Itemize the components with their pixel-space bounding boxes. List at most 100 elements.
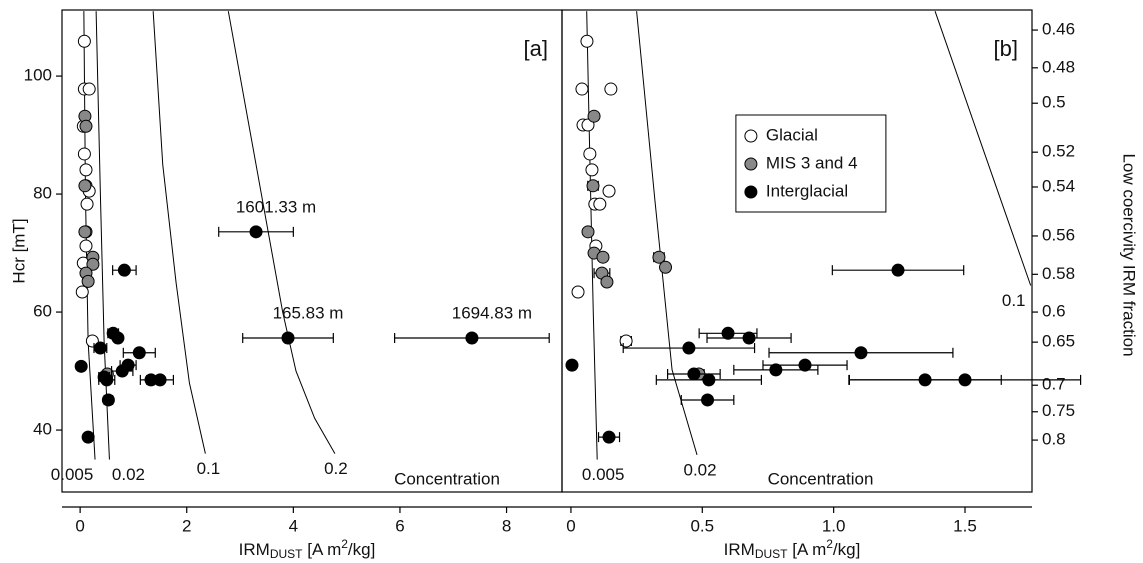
data-point — [596, 250, 610, 264]
legend-marker — [744, 129, 758, 143]
data-point — [81, 274, 95, 288]
y-tick-label: 60 — [33, 302, 52, 321]
data-point — [581, 225, 595, 239]
data-point — [701, 393, 715, 407]
data-point — [79, 163, 93, 177]
y-tick-label: 40 — [33, 420, 52, 439]
curve-label: 0.005 — [51, 465, 94, 484]
data-point — [721, 326, 735, 340]
data-point — [101, 393, 115, 407]
concentration-curve — [152, 11, 206, 454]
data-point — [78, 179, 92, 193]
y2-tick-label: 0.52 — [1042, 142, 1075, 161]
data-point — [78, 225, 92, 239]
y-tick-label: 100 — [24, 66, 52, 85]
y2-tick-label: 0.75 — [1042, 401, 1075, 420]
data-point — [958, 373, 972, 387]
x-label-sup: 2 — [826, 537, 833, 551]
data-point — [583, 147, 597, 161]
x-label-main: IRM — [724, 540, 755, 559]
data-point — [602, 430, 616, 444]
y2-tick-label: 0.6 — [1042, 302, 1066, 321]
x-label-unit-end: /kg] — [833, 540, 860, 559]
concentration-curve — [586, 11, 598, 460]
data-point — [742, 331, 756, 345]
data-point — [82, 82, 96, 96]
x-tick-label: 0 — [75, 516, 84, 535]
data-point — [153, 373, 167, 387]
data-point — [854, 346, 868, 360]
data-point — [652, 250, 666, 264]
x-tick-label: 0 — [566, 516, 575, 535]
point-label: 1694.83 m — [452, 304, 532, 323]
concentration-curve — [934, 11, 1032, 286]
data-point — [80, 197, 94, 211]
data-point — [132, 346, 146, 360]
y2-tick-label: 0.48 — [1042, 57, 1075, 76]
x-tick-label: 1.0 — [822, 516, 846, 535]
data-point — [593, 197, 607, 211]
data-point — [769, 363, 783, 377]
x-tick-label: 8 — [502, 516, 511, 535]
data-point — [249, 225, 263, 239]
data-point — [600, 275, 614, 289]
concentration-curve — [95, 11, 110, 460]
data-point — [798, 358, 812, 372]
data-point — [77, 34, 91, 48]
x-label-unit-end: /kg] — [348, 540, 375, 559]
x-tick-label: 4 — [289, 516, 298, 535]
data-point — [281, 331, 295, 345]
y2-axis-label: Low coercivity IRM fraction — [1120, 153, 1139, 356]
panel-label: [a] — [524, 36, 548, 61]
y2-tick-label: 0.58 — [1042, 264, 1075, 283]
legend-label: Glacial — [766, 125, 818, 144]
y2-tick-label: 0.56 — [1042, 225, 1075, 244]
x-label-main: IRM — [239, 540, 270, 559]
data-point — [565, 358, 579, 372]
data-point — [86, 257, 100, 271]
data-point — [81, 430, 95, 444]
data-point — [586, 179, 600, 193]
x-tick-label: 2 — [182, 516, 191, 535]
legend-marker — [744, 157, 758, 171]
data-point — [659, 260, 673, 274]
x-axis-label: IRMDUST [A m2/kg] — [724, 537, 861, 561]
data-point — [77, 147, 91, 161]
y-tick-label: 80 — [33, 184, 52, 203]
annotation: Concentration — [768, 469, 874, 488]
data-point — [587, 109, 601, 123]
data-point — [682, 341, 696, 355]
curve-label: 0.1 — [197, 459, 221, 478]
x-label-sub: DUST — [270, 547, 303, 561]
data-point — [891, 263, 905, 277]
y2-tick-label: 0.54 — [1042, 176, 1075, 195]
x-label-sub: DUST — [755, 547, 788, 561]
data-point — [619, 334, 633, 348]
y-axis-label: Hcr [mT] — [9, 218, 28, 283]
y2-tick-label: 0.46 — [1042, 20, 1075, 39]
concentration-curve — [636, 11, 698, 455]
data-point — [604, 82, 618, 96]
point-label: 165.83 m — [273, 304, 344, 323]
data-point — [111, 331, 125, 345]
curve-label: 0.1 — [1002, 291, 1026, 310]
data-point — [702, 373, 716, 387]
x-label-sup: 2 — [341, 537, 348, 551]
data-point — [117, 263, 131, 277]
y2-tick-label: 0.65 — [1042, 332, 1075, 351]
point-label: 1601.33 m — [236, 197, 316, 216]
data-point — [100, 373, 114, 387]
legend-box — [735, 114, 887, 213]
annotation: Concentration — [394, 469, 500, 488]
legend-label: MIS 3 and 4 — [766, 153, 858, 172]
panel-label: [b] — [994, 36, 1018, 61]
data-point — [687, 367, 701, 381]
curve-label: 0.2 — [324, 459, 348, 478]
curve-label: 0.02 — [112, 465, 145, 484]
curve-label: 0.02 — [683, 460, 716, 479]
data-point — [465, 331, 479, 345]
y2-tick-label: 0.7 — [1042, 375, 1066, 394]
x-tick-label: 1.5 — [953, 516, 977, 535]
plot-frame — [561, 9, 1033, 493]
